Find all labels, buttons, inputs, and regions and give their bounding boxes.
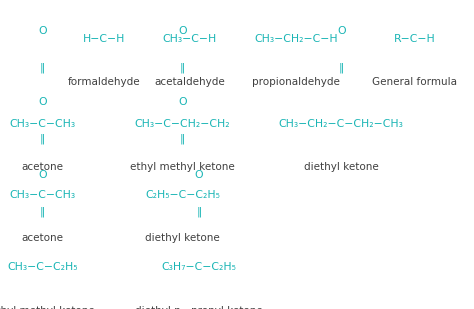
Text: formaldehyde: formaldehyde — [68, 77, 141, 87]
Text: ‖: ‖ — [338, 63, 344, 73]
Text: C₃H₇−C−C₂H₅: C₃H₇−C−C₂H₅ — [162, 262, 237, 272]
Text: acetone: acetone — [22, 162, 64, 172]
Text: ethyl methyl ketone: ethyl methyl ketone — [0, 306, 95, 309]
Text: H−C−H: H−C−H — [83, 34, 126, 44]
Text: O: O — [38, 97, 47, 107]
Text: General formula: General formula — [372, 77, 457, 87]
Text: diethyl ketone: diethyl ketone — [304, 162, 379, 172]
Text: O: O — [178, 26, 187, 36]
Text: O: O — [337, 26, 346, 36]
Text: O: O — [38, 26, 47, 36]
Text: ‖: ‖ — [40, 206, 46, 217]
Text: CH₃−CH₂−C−H: CH₃−CH₂−C−H — [255, 34, 338, 44]
Text: O: O — [195, 170, 203, 180]
Text: ‖: ‖ — [196, 206, 202, 217]
Text: CH₃−C−CH₃: CH₃−C−CH₃ — [9, 190, 76, 200]
Text: ethyl methyl ketone: ethyl methyl ketone — [130, 162, 235, 172]
Text: ‖: ‖ — [40, 63, 46, 73]
Text: ‖: ‖ — [180, 63, 185, 73]
Text: CH₃−C−H: CH₃−C−H — [163, 34, 217, 44]
Text: ‖: ‖ — [40, 134, 46, 144]
Text: diethyl ketone: diethyl ketone — [145, 233, 220, 243]
Text: C₂H₅−C−C₂H₅: C₂H₅−C−C₂H₅ — [145, 190, 220, 200]
Text: propionaldehyde: propionaldehyde — [252, 77, 340, 87]
Text: diethyl n - propyl ketone: diethyl n - propyl ketone — [135, 306, 263, 309]
Text: CH₃−C−CH₃: CH₃−C−CH₃ — [9, 119, 76, 129]
Text: CH₃−CH₂−C−CH₂−CH₃: CH₃−CH₂−C−CH₂−CH₃ — [279, 119, 404, 129]
Text: CH₃−C−C₂H₅: CH₃−C−C₂H₅ — [8, 262, 78, 272]
Text: O: O — [38, 170, 47, 180]
Text: ‖: ‖ — [180, 134, 185, 144]
Text: acetaldehyde: acetaldehyde — [154, 77, 225, 87]
Text: R−C−H: R−C−H — [394, 34, 436, 44]
Text: CH₃−C−CH₂−CH₂: CH₃−C−CH₂−CH₂ — [135, 119, 230, 129]
Text: O: O — [178, 97, 187, 107]
Text: acetone: acetone — [22, 233, 64, 243]
